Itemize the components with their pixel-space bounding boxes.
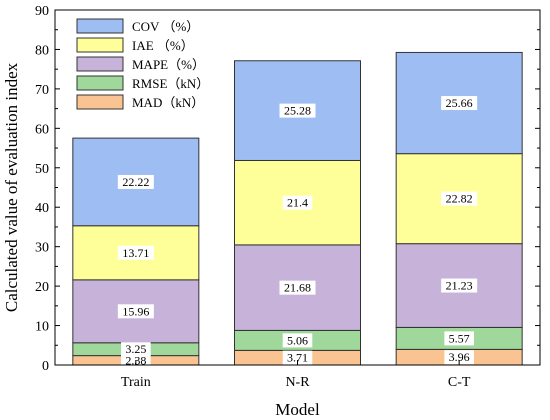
y-tick-label: 0 (42, 359, 49, 374)
data-label-n-r-iae: 21.4 (287, 196, 308, 210)
data-label-bg (117, 245, 154, 260)
legend: COV （%） IAE （%） MAPE（%） RMSE（kN） MAD（kN） (76, 18, 209, 110)
data-label-c-t-cov: 25.66 (446, 96, 473, 110)
y-axis-title: Calculated value of evaluation index (2, 62, 21, 312)
data-labels-layer: 2.383.2515.9613.7122.223.715.0621.6821.4… (117, 96, 478, 368)
data-label-bg (117, 174, 154, 189)
data-label-c-t-iae: 22.82 (446, 192, 473, 206)
legend-swatch-mad-kn (76, 94, 124, 110)
data-label-n-r-cov: 25.28 (284, 104, 311, 118)
data-label-c-t-mad-kn: 3.96 (449, 350, 470, 364)
data-label-bg (121, 342, 151, 357)
y-tick-label: 10 (35, 320, 49, 335)
legend-swatch-rmse-kn (76, 75, 124, 91)
x-tick-label-c-t: C-T (448, 375, 471, 390)
data-label-bg (279, 280, 316, 295)
legend-swatch-cov (76, 18, 124, 34)
legend-label-mape: MAPE（%） (132, 57, 205, 72)
y-axis: 0 10 20 30 40 50 60 70 80 90 (35, 4, 540, 374)
x-axis-title: Model (275, 400, 320, 419)
legend-label-mad-kn: MAD（kN） (132, 95, 204, 110)
y-tick-label: 70 (35, 83, 49, 98)
data-label-bg (279, 103, 316, 118)
data-label-train-cov: 22.22 (122, 175, 149, 189)
data-label-bg (444, 331, 474, 346)
data-label-bg (282, 195, 313, 210)
bars-layer (72, 51, 523, 366)
data-label-n-r-mape: 21.68 (284, 281, 311, 295)
legend-label-iae: IAE （%） (132, 38, 194, 53)
data-label-bg (441, 96, 478, 111)
data-label-c-t-mape: 21.23 (446, 279, 473, 293)
data-label-bg (444, 350, 474, 365)
data-label-n-r-rmse-kn: 5.06 (287, 333, 308, 347)
y-tick-label: 50 (35, 162, 49, 177)
data-label-bg (117, 304, 154, 319)
x-tick-label-train: Train (121, 375, 151, 390)
data-label-train-iae: 13.71 (122, 246, 149, 260)
bar-train-iae (72, 225, 200, 281)
x-tick-label-n-r: N-R (285, 375, 310, 390)
data-label-train-mape: 15.96 (122, 304, 149, 318)
x-axis: Train N-R C-T (121, 360, 471, 390)
data-label-bg (282, 333, 313, 348)
y-tick-label: 20 (35, 280, 49, 295)
legend-label-cov: COV （%） (132, 19, 199, 34)
data-label-bg (441, 278, 478, 293)
data-label-n-r-mad-kn: 3.71 (287, 351, 308, 365)
data-label-bg (282, 350, 313, 365)
y-tick-label: 90 (35, 4, 49, 19)
legend-label-rmse-kn: RMSE（kN） (132, 76, 209, 91)
data-label-bg (441, 191, 478, 206)
legend-swatch-mape (76, 56, 124, 72)
data-label-c-t-rmse-kn: 5.57 (449, 331, 470, 345)
y-tick-label: 40 (35, 201, 49, 216)
y-tick-label: 80 (35, 43, 49, 58)
legend-swatch-iae (76, 37, 124, 53)
y-tick-label: 30 (35, 241, 49, 256)
bar-c-t-mape (395, 243, 523, 328)
data-label-train-rmse-kn: 3.25 (125, 342, 146, 356)
y-tick-label: 60 (35, 122, 49, 137)
